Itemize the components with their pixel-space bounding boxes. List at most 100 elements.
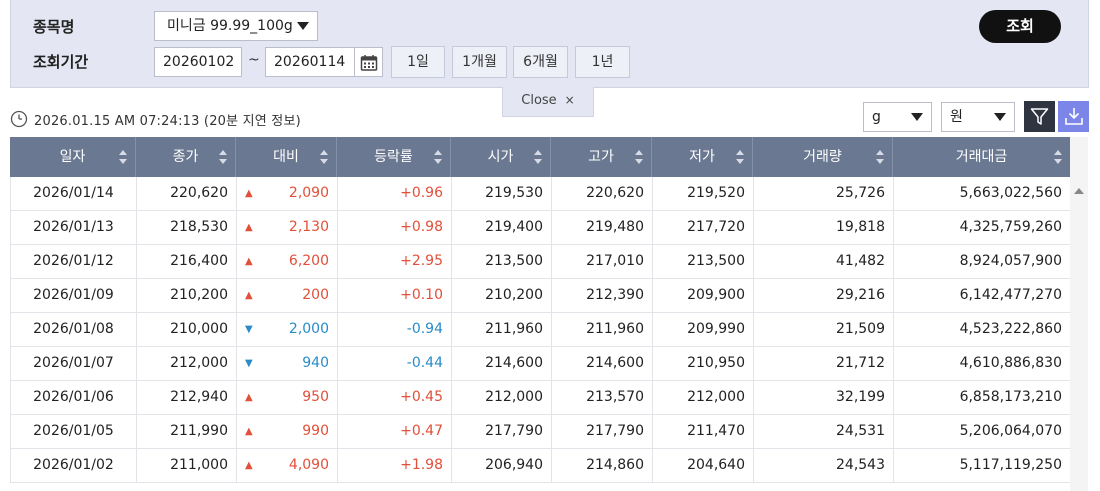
col-header-label: 시가 [487,149,514,165]
cell-amount: 6,858,173,210 [894,381,1071,414]
cell-value: 8,924,057,900 [959,253,1062,269]
table-row[interactable]: 2026/01/09 210,200 ▲ 200 +0.10 210,200 212,390… [10,279,1071,313]
item-select[interactable]: 미니금 99.99_100g [154,11,318,41]
cell-value: 219,530 [485,185,543,201]
period-1day-button[interactable]: 1일 [391,46,445,78]
cell-value: 220,620 [586,185,644,201]
cell-rate: +0.47 [338,415,452,448]
cell-value: 219,520 [687,185,745,201]
col-header-high[interactable]: 고가 [551,137,652,177]
period-1year-button[interactable]: 1년 [575,46,630,78]
cell-value: 219,400 [485,219,543,235]
cell-rate: +0.10 [338,279,452,312]
cell-low: 209,990 [653,313,754,346]
cell-amount: 4,325,759,260 [894,211,1071,244]
filter-button[interactable] [1024,101,1055,132]
table-row[interactable]: 2026/01/06 212,940 ▲ 950 +0.45 212,000 213,570… [10,381,1071,415]
weight-unit-select[interactable]: g [863,102,932,132]
download-button[interactable] [1058,101,1089,132]
cell-volume: 41,482 [754,245,894,278]
cell-value: 204,640 [687,457,745,473]
table-row[interactable]: 2026/01/02 211,000 ▲ 4,090 +1.98 206,940 214,8… [10,449,1071,483]
sort-icon [876,150,884,164]
sort-icon [736,150,744,164]
col-header-volume[interactable]: 거래량 [753,137,893,177]
date-separator: ~ [248,52,260,68]
cell-value: 24,543 [836,457,885,473]
cell-change: ▼ 2,000 [237,313,338,346]
cell-value: 29,216 [836,287,885,303]
up-arrow-icon: ▲ [245,188,253,199]
period-label: 조회기간 [33,53,89,71]
cell-value: 6,142,477,270 [959,287,1062,303]
sort-icon [534,150,542,164]
cell-rate: -0.44 [338,347,452,380]
cell-value: 211,000 [170,457,228,473]
cell-change: ▲ 950 [237,381,338,414]
cell-value: 210,000 [170,321,228,337]
col-header-close[interactable]: 종가 [136,137,236,177]
col-header-change[interactable]: 대비 [236,137,337,177]
dropdown-arrow-icon [911,113,923,121]
table-row[interactable]: 2026/01/05 211,990 ▲ 990 +0.47 217,790 217,790… [10,415,1071,449]
cell-value: 211,470 [687,423,745,439]
cell-high: 217,790 [552,415,653,448]
col-header-date[interactable]: 일자 [10,137,136,177]
query-button[interactable]: 조회 [979,10,1061,43]
sort-icon [320,150,328,164]
item-label: 종목명 [33,18,75,36]
cell-date: 2026/01/12 [11,245,137,278]
col-header-rate[interactable]: 등락률 [337,137,451,177]
download-icon [1065,108,1083,125]
cell-volume: 19,818 [754,211,894,244]
date-to-input[interactable]: 20260114 [265,47,355,77]
cell-value: 41,482 [836,253,885,269]
cell-value: 214,600 [586,355,644,371]
table-row[interactable]: 2026/01/07 212,000 ▼ 940 -0.44 214,600 214,600… [10,347,1071,381]
col-header-amount[interactable]: 거래대금 [893,137,1070,177]
currency-unit-select[interactable]: 원 [941,102,1015,132]
cell-value: -0.94 [406,321,443,337]
cell-low: 209,900 [653,279,754,312]
table-row[interactable]: 2026/01/13 218,530 ▲ 2,130 +0.98 219,400 219,4… [10,211,1071,245]
cell-value: 214,860 [586,457,644,473]
col-header-low[interactable]: 저가 [652,137,753,177]
calendar-button[interactable] [355,47,383,77]
table-row[interactable]: 2026/01/14 220,620 ▲ 2,090 +0.96 219,530 220,6… [10,177,1071,211]
table-row[interactable]: 2026/01/12 216,400 ▲ 6,200 +2.95 213,500 217,0… [10,245,1071,279]
cell-value: +0.96 [400,185,443,201]
cell-value: 211,990 [170,423,228,439]
cell-value: +2.95 [400,253,443,269]
col-header-label: 등락률 [374,149,413,165]
cell-value: 2026/01/06 [33,389,114,405]
cell-value: +0.47 [400,423,443,439]
cell-value: 209,900 [687,287,745,303]
date-from-input[interactable]: 20260102 [154,47,242,77]
cell-volume: 24,531 [754,415,894,448]
cell-low: 211,470 [653,415,754,448]
close-panel-button[interactable]: Close × [502,87,594,117]
cell-close: 211,000 [137,449,237,482]
period-6month-button[interactable]: 6개월 [513,46,568,78]
cell-value: 213,570 [586,389,644,405]
cell-value: 2,130 [288,219,329,235]
col-header-label: 종가 [172,149,199,165]
scrollbar[interactable] [1070,137,1088,491]
sort-icon [1054,150,1062,164]
cell-open: 217,790 [452,415,552,448]
cell-value: -0.44 [406,355,443,371]
col-header-label: 거래대금 [955,149,1008,165]
cell-date: 2026/01/05 [11,415,137,448]
cell-value: 2026/01/05 [33,423,114,439]
col-header-open[interactable]: 시가 [451,137,551,177]
cell-value: 217,720 [687,219,745,235]
period-1month-button[interactable]: 1개월 [452,46,507,78]
cell-high: 214,600 [552,347,653,380]
cell-high: 217,010 [552,245,653,278]
table-row[interactable]: 2026/01/08 210,000 ▼ 2,000 -0.94 211,960 211,9… [10,313,1071,347]
scroll-up-arrow-icon[interactable] [1074,188,1084,194]
cell-low: 212,000 [653,381,754,414]
cell-value: 217,010 [586,253,644,269]
cell-low: 204,640 [653,449,754,482]
cell-low: 213,500 [653,245,754,278]
